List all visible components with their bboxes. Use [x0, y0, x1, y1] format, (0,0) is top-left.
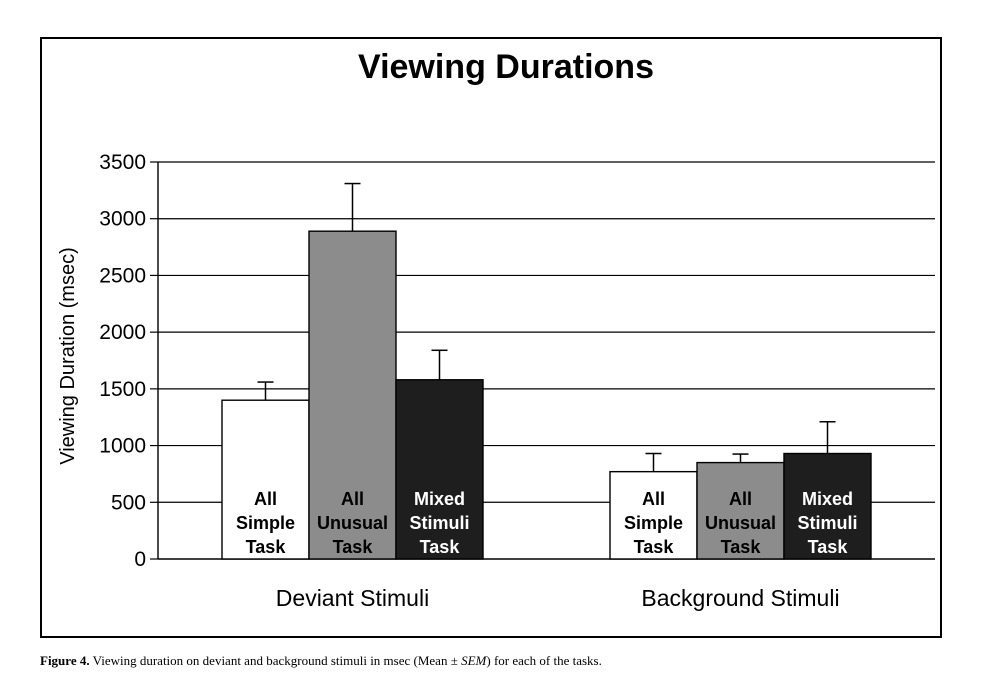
bar-label: Task [721, 537, 762, 557]
y-tick-label: 2000 [99, 321, 146, 344]
y-tick-label: 3500 [99, 151, 146, 174]
figure-frame: Viewing Durations Viewing Duration (msec… [40, 37, 942, 638]
chart-title: Viewing Durations [358, 48, 654, 86]
bar-label: Simple [624, 513, 683, 533]
bar-label: Simple [236, 513, 295, 533]
caption-text-after: ) for each of the tasks. [486, 653, 602, 668]
bar-label: Stimuli [797, 513, 857, 533]
bar-label: Task [420, 537, 461, 557]
x-category-label: Deviant Stimuli [276, 585, 429, 611]
bar-chart: Viewing Durations Viewing Duration (msec… [57, 48, 935, 611]
bar-label: Task [808, 537, 849, 557]
bar-labels: All Simple Task All Unusual Task Mixed Stimuli T… [236, 489, 858, 557]
bar [609, 470, 698, 560]
bar [221, 399, 310, 560]
bar-label: All [254, 489, 277, 509]
bar [783, 452, 872, 560]
bar-label: All [341, 489, 364, 509]
bar-label: Unusual [317, 513, 388, 533]
bar-label: Task [634, 537, 675, 557]
bar-label: Mixed [414, 489, 465, 509]
bar [308, 230, 397, 560]
caption-label: Figure 4. [40, 653, 90, 668]
bars [221, 230, 872, 560]
bar-label: Task [333, 537, 374, 557]
caption-sem: SEM [461, 653, 487, 668]
y-tick-labels: 0 500 1000 1500 2000 2500 3000 3500 [99, 151, 146, 571]
bar-label: Mixed [802, 489, 853, 509]
bar-label: All [642, 489, 665, 509]
y-axis-label: Viewing Duration (msec) [57, 247, 79, 465]
bar [395, 379, 484, 560]
figure-caption: Figure 4. Viewing duration on deviant an… [40, 653, 970, 669]
y-tick-label: 0 [134, 548, 146, 571]
bar-label: Stimuli [409, 513, 469, 533]
y-tick-label: 3000 [99, 208, 146, 231]
x-category-label: Background Stimuli [641, 585, 839, 611]
y-tick-label: 1500 [99, 378, 146, 401]
y-tick-label: 2500 [99, 264, 146, 287]
y-tick-label: 500 [111, 491, 146, 514]
error-bars [257, 182, 836, 472]
bar-label: Unusual [705, 513, 776, 533]
y-tick-label: 1000 [99, 435, 146, 458]
bar [696, 461, 785, 560]
caption-text-before: Viewing duration on deviant and backgrou… [89, 653, 462, 668]
bar-label: Task [246, 537, 287, 557]
x-category-labels: Deviant Stimuli Background Stimuli [276, 585, 840, 611]
bar-label: All [729, 489, 752, 509]
